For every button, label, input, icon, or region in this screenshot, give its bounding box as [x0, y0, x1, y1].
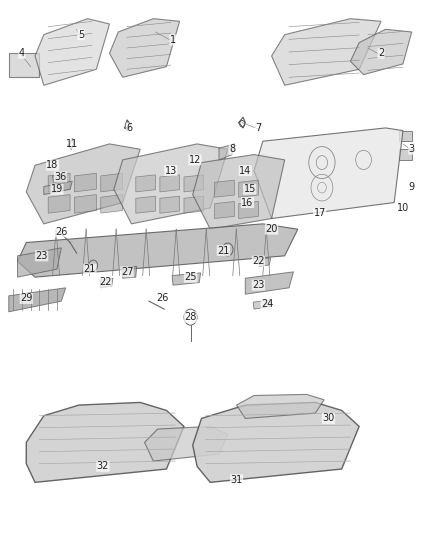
Polygon shape	[136, 175, 155, 192]
Polygon shape	[145, 426, 228, 461]
Text: 36: 36	[54, 172, 67, 182]
Text: 2: 2	[378, 49, 384, 58]
Text: 31: 31	[230, 475, 243, 484]
Polygon shape	[35, 19, 110, 85]
Text: 6: 6	[126, 123, 132, 133]
Polygon shape	[26, 402, 184, 482]
Polygon shape	[101, 195, 123, 213]
Polygon shape	[215, 201, 234, 219]
Text: 24: 24	[261, 299, 273, 309]
Polygon shape	[53, 175, 67, 182]
Text: 15: 15	[244, 184, 256, 194]
Polygon shape	[26, 144, 140, 224]
Polygon shape	[253, 300, 272, 309]
Text: 11: 11	[66, 139, 78, 149]
Text: 27: 27	[121, 267, 133, 277]
Text: 21: 21	[84, 264, 96, 274]
Polygon shape	[193, 402, 359, 482]
Polygon shape	[100, 278, 113, 288]
Polygon shape	[18, 224, 298, 277]
Text: 1: 1	[170, 35, 176, 45]
Text: 23: 23	[252, 280, 265, 290]
Polygon shape	[258, 258, 271, 266]
Polygon shape	[184, 175, 204, 192]
Polygon shape	[215, 180, 234, 197]
Polygon shape	[122, 266, 137, 278]
Text: 32: 32	[97, 462, 109, 471]
Polygon shape	[350, 29, 412, 75]
Text: 29: 29	[20, 294, 32, 303]
Polygon shape	[245, 272, 293, 294]
Text: 16: 16	[241, 198, 254, 207]
Text: 19: 19	[51, 184, 63, 194]
Polygon shape	[74, 195, 96, 213]
Polygon shape	[237, 394, 324, 418]
Text: 13: 13	[165, 166, 177, 175]
Text: 30: 30	[322, 414, 335, 423]
Text: 8: 8	[229, 144, 235, 154]
Text: 20: 20	[265, 224, 278, 234]
Text: 14: 14	[239, 166, 251, 175]
Polygon shape	[172, 273, 201, 285]
Polygon shape	[193, 155, 285, 229]
Polygon shape	[114, 144, 228, 224]
Text: 17: 17	[314, 208, 326, 218]
Polygon shape	[9, 288, 66, 312]
Polygon shape	[399, 131, 412, 141]
Polygon shape	[239, 201, 258, 219]
Text: 22: 22	[252, 256, 265, 266]
Polygon shape	[254, 128, 403, 219]
Polygon shape	[219, 144, 234, 160]
Polygon shape	[9, 53, 39, 77]
Polygon shape	[160, 175, 180, 192]
Text: 5: 5	[78, 30, 84, 39]
Text: 18: 18	[46, 160, 59, 170]
Text: 12: 12	[189, 155, 201, 165]
Text: 7: 7	[255, 123, 261, 133]
Polygon shape	[44, 181, 72, 195]
Polygon shape	[160, 196, 180, 213]
Polygon shape	[18, 248, 61, 277]
Text: 26: 26	[156, 294, 168, 303]
Polygon shape	[48, 195, 70, 213]
Polygon shape	[272, 19, 381, 85]
Text: 25: 25	[184, 272, 197, 282]
Polygon shape	[101, 173, 123, 192]
Text: 4: 4	[19, 49, 25, 58]
Text: 26: 26	[55, 227, 67, 237]
Polygon shape	[74, 173, 96, 192]
Text: 9: 9	[409, 182, 415, 191]
Polygon shape	[239, 180, 258, 197]
Polygon shape	[48, 173, 70, 192]
Text: 22: 22	[99, 278, 111, 287]
Text: 23: 23	[35, 251, 48, 261]
Polygon shape	[184, 196, 204, 213]
Polygon shape	[399, 149, 412, 160]
Text: 10: 10	[397, 203, 409, 213]
Text: 21: 21	[217, 246, 230, 255]
Text: 3: 3	[409, 144, 415, 154]
Polygon shape	[110, 19, 180, 77]
Text: 28: 28	[184, 312, 197, 322]
Polygon shape	[136, 196, 155, 213]
